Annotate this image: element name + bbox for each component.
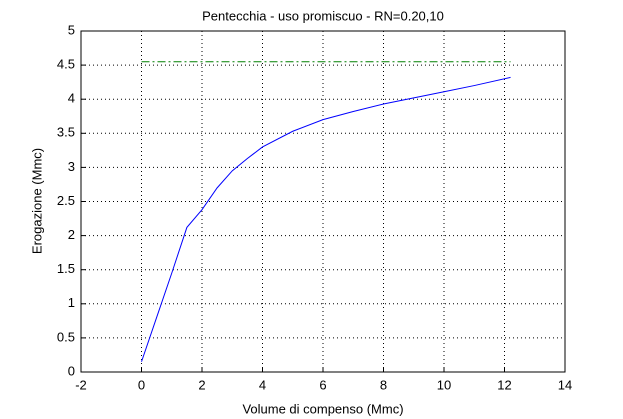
y-tick-label: 3 — [68, 159, 75, 174]
chart-title: Pentecchia - uso promiscuo - RN=0.20,10 — [202, 8, 444, 23]
axes-box — [80, 30, 566, 373]
y-tick-label: 1 — [68, 295, 75, 310]
y-tick-label: 4.5 — [57, 57, 75, 72]
y-tick-label: 3.5 — [57, 125, 75, 140]
x-tick-label: 2 — [198, 377, 205, 392]
line-series — [141, 76, 511, 362]
x-tick-label: 12 — [497, 377, 511, 392]
y-axis-label: Erogazione (Mmc) — [29, 148, 44, 254]
x-tick-label: 0 — [138, 377, 145, 392]
y-tick-label: 5 — [68, 22, 75, 37]
x-tick-label: 10 — [437, 377, 451, 392]
y-tick-label: 4 — [68, 91, 75, 106]
x-tick-label: -2 — [75, 377, 87, 392]
x-tick-label: 6 — [319, 377, 326, 392]
y-tick-label: 0.5 — [57, 329, 75, 344]
y-tick-label: 2.5 — [57, 193, 75, 208]
y-tick-label: 1.5 — [57, 261, 75, 276]
x-tick-label: 4 — [259, 377, 266, 392]
x-tick-label: 14 — [558, 377, 572, 392]
y-tick-label: 2 — [68, 227, 75, 242]
x-axis-label: Volume di compenso (Mmc) — [242, 401, 403, 416]
x-tick-label: 8 — [380, 377, 387, 392]
y-tick-label: 0 — [68, 363, 75, 378]
